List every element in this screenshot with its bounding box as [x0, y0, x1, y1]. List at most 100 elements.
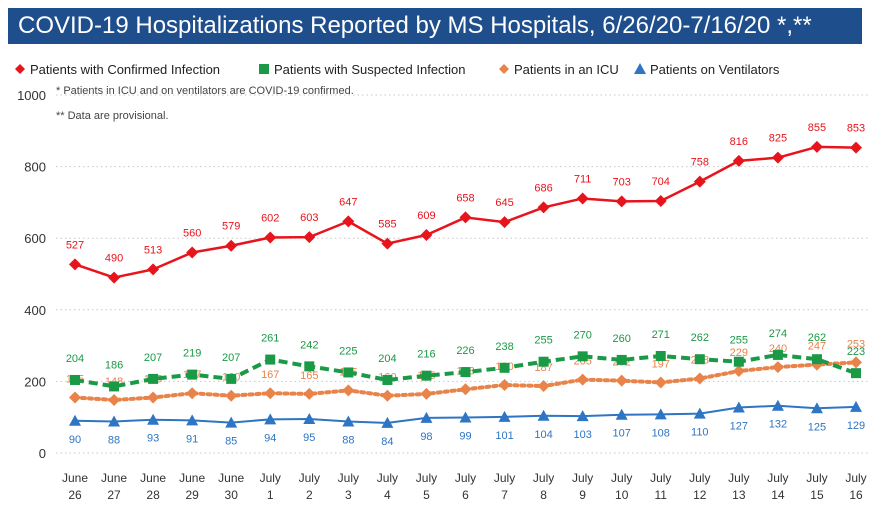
- chart-legend: Patients with Confirmed Infection Patient…: [15, 62, 780, 77]
- data-label-confirmed: 855: [808, 122, 826, 134]
- data-point-ventilators: [615, 408, 628, 420]
- x-tick-label: 14: [771, 488, 785, 502]
- data-point-confirmed: [771, 151, 784, 164]
- data-point-confirmed: [732, 154, 745, 167]
- data-label-suspected: 255: [730, 335, 748, 347]
- data-label-confirmed: 490: [105, 253, 123, 265]
- x-tick-label: 2: [306, 488, 313, 502]
- data-label-ventilators: 104: [534, 429, 552, 441]
- data-label-ventilators: 129: [847, 420, 865, 432]
- x-tick-label: 13: [732, 488, 746, 502]
- x-tick-label: 30: [225, 488, 239, 502]
- data-point-suspected: [538, 356, 549, 367]
- data-point-confirmed: [420, 228, 433, 241]
- data-label-ventilators: 88: [342, 434, 354, 446]
- x-tick-label: 28: [146, 488, 160, 502]
- x-tick-label: 11: [655, 488, 668, 502]
- data-point-icu: [732, 365, 745, 378]
- data-point-ventilators: [225, 416, 238, 428]
- data-label-suspected: 223: [847, 346, 865, 358]
- x-tick-label: 10: [615, 488, 629, 502]
- data-point-suspected: [382, 374, 393, 385]
- data-label-suspected: 186: [105, 359, 123, 371]
- data-label-confirmed: 603: [300, 212, 318, 224]
- data-label-ventilators: 91: [186, 433, 198, 445]
- data-label-confirmed: 686: [534, 182, 552, 194]
- data-point-icu: [537, 380, 550, 393]
- y-axis: 0 200 400 600 800 1000: [17, 88, 46, 461]
- data-point-ventilators: [108, 415, 121, 427]
- x-tick-label: June: [218, 471, 244, 485]
- data-point-ventilators: [147, 413, 160, 425]
- x-tick-label: July: [728, 471, 749, 485]
- series-ventilators: 90 88 93 91 85 94 95 88 84 98 99 101 104 103 107 108 110…: [69, 399, 865, 448]
- data-label-suspected: 207: [222, 352, 240, 364]
- data-label-ventilators: 93: [147, 433, 159, 445]
- legend-item-confirmed: Patients with Confirmed Infection: [15, 62, 220, 77]
- data-label-confirmed: 704: [652, 176, 670, 188]
- chart-note: * Patients in ICU and on ventilators are…: [56, 85, 354, 97]
- data-label-confirmed: 816: [730, 136, 748, 148]
- data-point-confirmed: [576, 192, 589, 205]
- x-tick-label: 8: [540, 488, 547, 502]
- x-tick-label: June: [140, 471, 166, 485]
- x-tick-label: 6: [462, 488, 469, 502]
- chart-notes: * Patients in ICU and on ventilators are…: [56, 85, 354, 122]
- data-label-ventilators: 94: [264, 432, 276, 444]
- data-label-confirmed: 513: [144, 244, 162, 256]
- x-tick-label: 26: [68, 488, 82, 502]
- data-label-ventilators: 127: [730, 421, 748, 433]
- chart-title: COVID-19 Hospitalizations Reported by MS…: [8, 8, 862, 44]
- data-label-suspected: 204: [378, 353, 396, 365]
- data-point-confirmed: [537, 201, 550, 214]
- data-point-confirmed: [264, 231, 277, 244]
- legend-label-icu: Patients in an ICU: [514, 62, 619, 77]
- data-point-icu: [615, 374, 628, 387]
- data-point-icu: [498, 378, 511, 391]
- data-point-icu: [693, 372, 706, 385]
- data-point-suspected: [655, 350, 666, 361]
- data-label-confirmed: 645: [495, 197, 513, 209]
- data-label-confirmed: 609: [417, 210, 435, 222]
- x-tick-label: July: [533, 471, 554, 485]
- data-point-icu: [186, 387, 199, 400]
- data-point-ventilators: [186, 414, 199, 426]
- data-label-confirmed: 758: [691, 157, 709, 169]
- x-tick-label: July: [377, 471, 398, 485]
- x-tick-label: July: [689, 471, 710, 485]
- chart-note: ** Data are provisional.: [56, 110, 169, 122]
- data-point-icu: [108, 394, 121, 407]
- x-tick-label: July: [494, 471, 515, 485]
- data-label-suspected: 242: [300, 339, 318, 351]
- data-label-confirmed: 602: [261, 212, 279, 224]
- data-label-suspected: 225: [339, 345, 357, 357]
- x-tick-label: 29: [185, 488, 199, 502]
- data-label-icu: 229: [730, 347, 748, 359]
- data-label-confirmed: 527: [66, 239, 84, 251]
- legend-item-suspected: Patients with Suspected Infection: [259, 62, 466, 77]
- data-label-suspected: 274: [769, 328, 787, 340]
- data-point-suspected: [499, 362, 510, 373]
- data-label-confirmed: 703: [613, 176, 631, 188]
- data-point-confirmed: [303, 231, 316, 244]
- data-label-suspected: 255: [534, 335, 552, 347]
- x-tick-label: July: [650, 471, 671, 485]
- data-point-confirmed: [108, 271, 121, 284]
- data-point-confirmed: [381, 237, 394, 250]
- data-point-suspected: [343, 367, 354, 378]
- data-point-confirmed: [850, 141, 862, 154]
- data-label-ventilators: 98: [420, 431, 432, 443]
- data-point-confirmed: [810, 140, 823, 153]
- data-point-suspected: [694, 354, 705, 365]
- data-point-ventilators: [264, 413, 277, 425]
- data-label-suspected: 262: [691, 332, 709, 344]
- x-tick-label: 4: [384, 488, 391, 502]
- x-tick-label: 27: [107, 488, 121, 502]
- data-point-confirmed: [654, 194, 667, 207]
- data-label-icu: 167: [261, 369, 279, 381]
- data-point-icu: [420, 387, 433, 400]
- x-tick-label: July: [611, 471, 632, 485]
- data-label-ventilators: 110: [691, 427, 709, 439]
- data-point-ventilators: [303, 412, 316, 424]
